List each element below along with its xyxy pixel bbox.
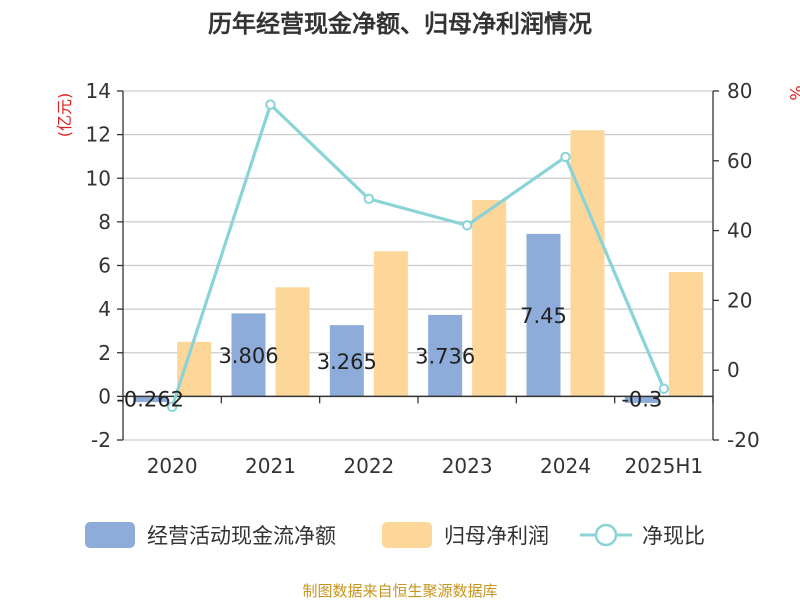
left-tick-label: 2 <box>98 341 111 365</box>
right-tick-label: -20 <box>727 428 760 452</box>
bar-cashflow <box>428 314 463 397</box>
bar-cashflow <box>526 233 561 397</box>
bars <box>133 130 703 403</box>
data-label: -0.3 <box>621 387 662 411</box>
left-tick-label: -2 <box>91 428 111 452</box>
legend-swatch <box>382 522 432 548</box>
data-label: 3.736 <box>415 345 475 369</box>
data-label: 3.265 <box>317 350 377 374</box>
right-tick-label: 60 <box>727 149 752 173</box>
left-axis-unit: (亿元) <box>55 93 74 138</box>
bar-net-profit <box>275 287 310 397</box>
right-tick-label: 80 <box>727 79 752 103</box>
category-label: 2020 <box>147 454 198 478</box>
category-label: 2025H1 <box>624 454 703 478</box>
legend-label: 归母净利润 <box>444 524 549 548</box>
data-labels: -0.262 3.806 3.265 3.736 7.45 -0.3 <box>116 304 662 411</box>
right-axis-unit: % <box>786 85 800 100</box>
bar-net-profit <box>472 200 507 397</box>
legend-swatch-marker <box>594 523 618 547</box>
category-label: 2021 <box>245 454 296 478</box>
right-tick-label: 0 <box>727 358 740 382</box>
left-tick-label: 12 <box>86 123 111 147</box>
data-label: -0.262 <box>116 387 184 411</box>
bar-net-profit <box>373 251 408 397</box>
bar-cashflow <box>133 396 168 403</box>
bar-cashflow <box>624 396 659 403</box>
category-label: 2023 <box>442 454 493 478</box>
legend-label: 经营活动现金流净额 <box>147 524 336 548</box>
bar-net-profit <box>570 130 605 397</box>
right-tick-label: 40 <box>727 219 752 243</box>
bar-cashflow <box>231 313 266 397</box>
legend: 经营活动现金流净额 归母净利润 净现比 <box>85 522 705 548</box>
line-point <box>166 401 178 413</box>
legend-label: 净现比 <box>642 524 705 548</box>
line-series <box>166 99 670 413</box>
line-point <box>265 99 276 110</box>
category-label: 2024 <box>540 454 591 478</box>
legend-swatch <box>85 522 135 548</box>
data-label: 7.45 <box>520 304 567 328</box>
chart-title: 历年经营现金净额、归母净利润情况 <box>208 10 592 38</box>
category-label: 2022 <box>343 454 394 478</box>
left-tick-label: 6 <box>98 254 111 278</box>
line-point <box>363 193 375 205</box>
left-tick-label: 0 <box>98 384 111 408</box>
line-net-cash-ratio <box>170 101 666 408</box>
line-point <box>658 383 670 394</box>
left-tick-label: 10 <box>86 166 111 190</box>
line-point <box>560 151 571 163</box>
bar-net-profit <box>668 272 703 397</box>
data-label: 3.806 <box>218 344 278 368</box>
left-tick-label: 14 <box>86 79 111 103</box>
left-tick-label: 8 <box>98 210 111 234</box>
bar-cashflow <box>329 325 364 397</box>
left-tick-label: 4 <box>98 297 111 321</box>
source-note: 制图数据来自恒生聚源数据库 <box>302 582 497 600</box>
right-tick-label: 20 <box>727 288 752 312</box>
line-point <box>461 220 473 231</box>
